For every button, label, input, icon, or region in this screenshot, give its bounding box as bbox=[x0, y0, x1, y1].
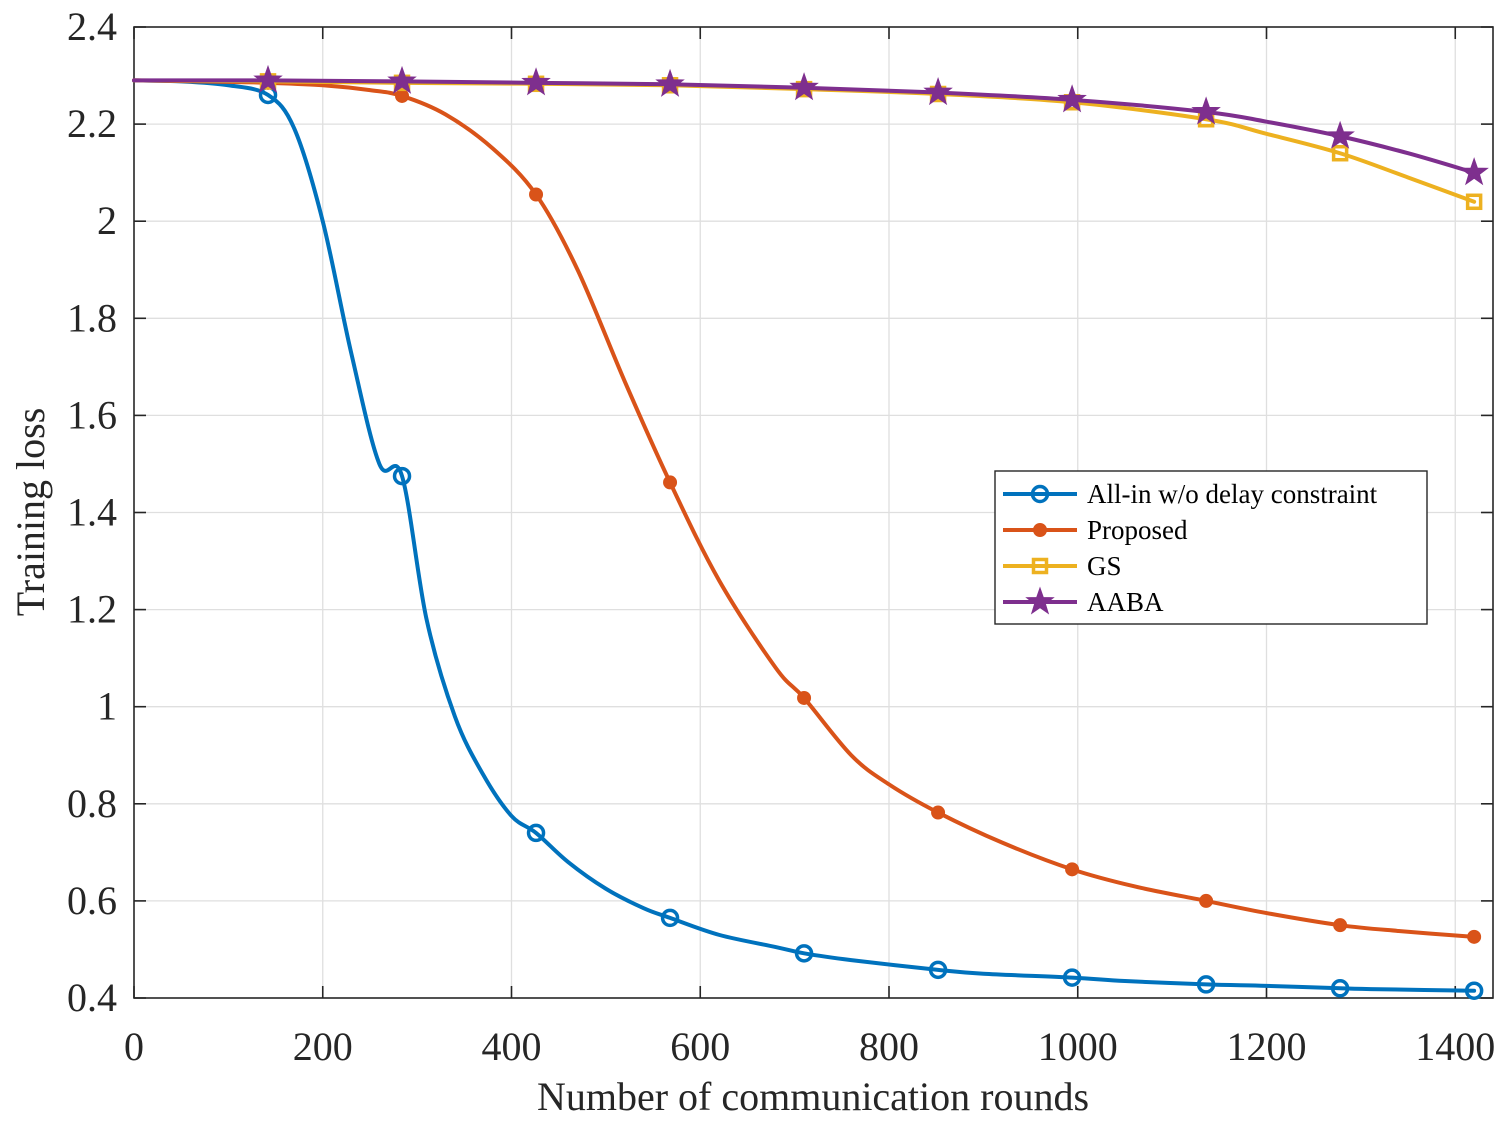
series-layer bbox=[132, 64, 1489, 1000]
data-point-marker bbox=[1199, 893, 1214, 908]
legend-label: All-in w/o delay constraint bbox=[1087, 479, 1378, 509]
data-point-marker bbox=[794, 944, 814, 963]
series-line bbox=[132, 78, 1477, 939]
data-point-marker bbox=[253, 64, 283, 93]
series-line bbox=[132, 78, 1477, 204]
data-point-marker bbox=[1467, 929, 1482, 944]
legend-label: GS bbox=[1087, 551, 1122, 581]
y-tick-label: 1.6 bbox=[67, 392, 117, 437]
data-point-marker bbox=[1062, 968, 1082, 987]
series-4 bbox=[132, 64, 1489, 186]
data-point-marker bbox=[392, 466, 412, 486]
y-tick-label: 2.4 bbox=[67, 4, 117, 49]
y-tick-label: 1.2 bbox=[67, 587, 117, 632]
y-tick-label: 2 bbox=[97, 198, 117, 243]
x-tick-label: 400 bbox=[482, 1024, 542, 1069]
data-point-marker bbox=[529, 187, 544, 202]
data-point-marker bbox=[1330, 979, 1350, 998]
y-tick-label: 1.8 bbox=[67, 295, 117, 340]
data-point-marker bbox=[1191, 96, 1221, 125]
axis-ticks: 0 200 400 600 800 1000 1200 1400 0.4 0.6 0.8 1 1.2 1.… bbox=[67, 4, 1495, 1069]
x-tick-label: 1400 bbox=[1415, 1024, 1495, 1069]
legend-entry: Proposed bbox=[1003, 515, 1188, 545]
x-tick-label: 1000 bbox=[1038, 1024, 1118, 1069]
data-point-marker bbox=[923, 77, 953, 106]
x-axis-title: Number of communication rounds bbox=[537, 1074, 1089, 1119]
legend-swatch-marker bbox=[1030, 484, 1050, 504]
x-tick-label: 0 bbox=[124, 1024, 144, 1069]
legend-label: Proposed bbox=[1087, 515, 1188, 545]
data-point-marker bbox=[1057, 84, 1087, 113]
legend-entry: All-in w/o delay constraint bbox=[1003, 479, 1378, 509]
data-point-marker bbox=[526, 823, 546, 843]
legend: All-in w/o delay constraint Proposed GS AAB… bbox=[994, 470, 1428, 625]
y-tick-label: 0.4 bbox=[67, 975, 117, 1020]
y-tick-label: 1.4 bbox=[67, 490, 117, 535]
legend-label: AABA bbox=[1087, 587, 1164, 617]
legend-entry: AABA bbox=[1003, 586, 1164, 617]
series-line bbox=[132, 78, 1477, 993]
data-point-marker bbox=[797, 690, 812, 705]
y-axis-title: Training loss bbox=[8, 408, 53, 617]
data-point-marker bbox=[395, 88, 410, 103]
legend-swatch-marker bbox=[1025, 586, 1055, 615]
series-line bbox=[132, 78, 1477, 175]
data-point-marker bbox=[1325, 120, 1355, 149]
data-point-marker bbox=[387, 65, 417, 94]
legend-swatch-marker bbox=[1031, 557, 1049, 575]
y-tick-label: 0.8 bbox=[67, 781, 117, 826]
data-point-marker bbox=[1065, 862, 1080, 877]
x-tick-label: 600 bbox=[670, 1024, 730, 1069]
data-point-marker bbox=[928, 960, 948, 980]
data-point-marker bbox=[1333, 918, 1348, 933]
data-point-marker bbox=[660, 908, 680, 928]
data-point-marker bbox=[1464, 981, 1484, 1000]
y-tick-label: 1 bbox=[97, 684, 117, 729]
data-point-marker bbox=[1465, 193, 1483, 211]
series-2 bbox=[132, 75, 1482, 944]
x-tick-label: 800 bbox=[859, 1024, 919, 1069]
data-point-marker bbox=[521, 67, 551, 96]
data-point-marker bbox=[1196, 975, 1216, 994]
legend-box bbox=[994, 470, 1428, 625]
data-point-marker bbox=[1331, 144, 1349, 162]
data-point-marker bbox=[789, 72, 819, 101]
data-point-marker bbox=[931, 805, 946, 820]
x-tick-label: 200 bbox=[293, 1024, 353, 1069]
data-point-marker bbox=[663, 475, 678, 490]
data-point-marker bbox=[655, 68, 685, 97]
x-tick-label: 1200 bbox=[1227, 1024, 1307, 1069]
legend-entry: GS bbox=[1003, 551, 1122, 581]
data-point-marker bbox=[1459, 157, 1489, 186]
y-tick-label: 0.6 bbox=[67, 878, 117, 923]
series-1 bbox=[132, 78, 1484, 1000]
legend-swatch-marker bbox=[1033, 523, 1047, 537]
y-tick-label: 2.2 bbox=[67, 101, 117, 146]
